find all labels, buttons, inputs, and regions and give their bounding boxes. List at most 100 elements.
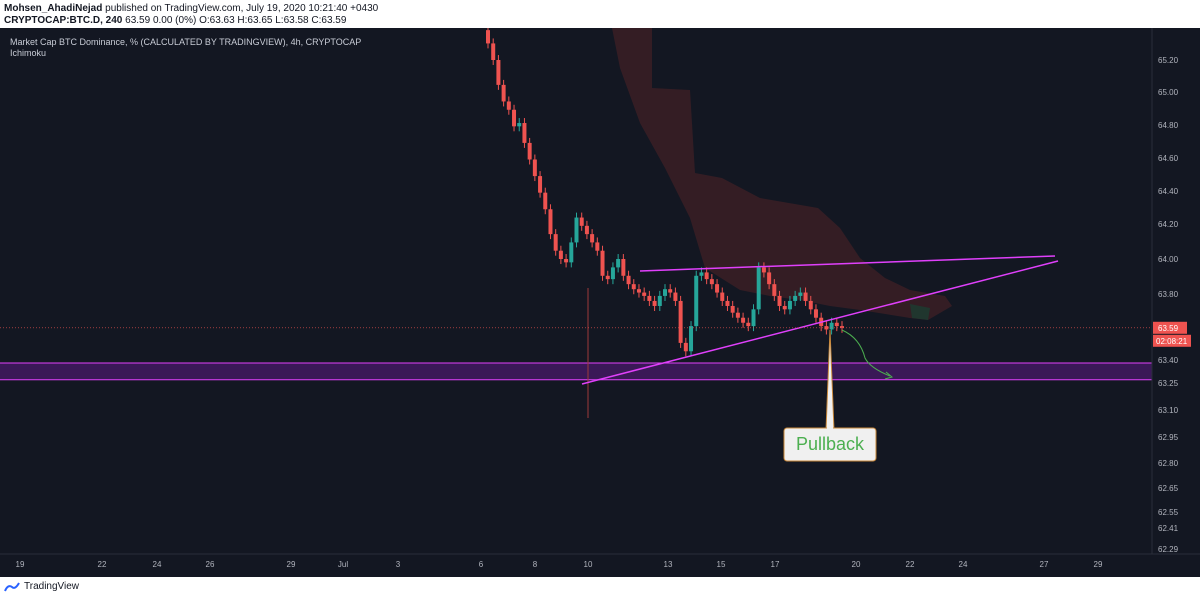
time-tick: 17 [771,560,780,569]
price-scale[interactable]: 65.20 65.00 64.80 64.60 64.40 64.20 64.00 63.80… [0,56,1191,554]
time-tick: 20 [852,560,861,569]
price-tick: 64.80 [1158,121,1179,130]
candle-body [491,43,496,60]
candle-body [532,159,537,177]
candle-body [569,242,574,263]
time-tick: 27 [1040,560,1049,569]
candle-body [631,284,636,290]
candle-body [486,30,490,44]
price-tick: 64.00 [1158,255,1179,264]
candle-body [579,217,584,226]
tradingview-brand[interactable]: TradingView [4,581,79,592]
price-tick: 62.95 [1158,433,1179,442]
time-scale[interactable]: 19 22 24 26 29 Jul 3 6 8 10 13 15 17 20 22 24 27 29 [16,560,1103,569]
time-tick: 13 [664,560,673,569]
ichimoku-cloud [612,28,952,320]
price-tick: 62.80 [1158,459,1179,468]
candle-body [517,123,522,127]
last-price-label: 63.59 [1158,324,1179,333]
candle-body [564,259,569,263]
candle-body [808,300,813,310]
time-tick: 24 [153,560,162,569]
projection-arrow [841,329,891,377]
time-tick: 15 [717,560,726,569]
candle-body [512,109,517,127]
candle-body [699,272,704,276]
price-tick: 64.40 [1158,187,1179,196]
zone-fill [0,363,1152,380]
candle-body [683,342,688,352]
brand-label: TradingView [24,581,80,592]
candle-body [538,176,543,193]
candle-body [756,267,761,310]
candle-body [689,326,694,352]
candle-body [673,292,678,301]
candle-body [652,300,657,306]
candle-body [829,322,834,330]
candle-body [496,60,501,85]
candle-body [605,275,610,280]
candle-body [824,326,829,330]
candlesticks [486,28,844,357]
time-tick: 3 [396,560,401,569]
chart-background [0,28,1200,577]
candle-body [574,217,579,243]
time-tick: 19 [16,560,25,569]
candle-body [694,275,699,327]
candle-body [548,209,553,235]
candle-body [501,84,506,102]
price-tick: 63.40 [1158,356,1179,365]
candle-body [626,275,631,285]
candle-body [751,309,756,327]
symbol-quote: CRYPTOCAP:BTC.D, 240 63.59 0.00 (0%) O:6… [4,15,346,26]
price-tick: 63.25 [1158,379,1179,388]
annotations: Pullback [783,329,894,462]
last-price-label-bg [1153,321,1187,334]
candle-body [527,142,532,160]
publish-header: Mohsen_AhadiNejad published on TradingVi… [0,0,1200,28]
symbol-label: CRYPTOCAP:BTC.D, 240 [4,15,123,26]
tradingview-logo-icon [4,581,20,591]
candle-body [642,292,647,296]
candle-body [715,284,720,293]
time-tick: 22 [906,560,915,569]
published-text: published on TradingView.com, July 19, 2… [105,3,379,14]
candle-body [782,305,787,310]
candle-body [741,317,746,323]
time-tick: 6 [479,560,484,569]
time-tick: 22 [98,560,107,569]
candle-body [720,292,725,301]
price-tick: 65.00 [1158,88,1179,97]
candle-body [610,267,615,280]
author-name[interactable]: Mohsen_AhadiNejad [4,3,103,14]
candle-body [787,300,792,310]
time-tick: 8 [533,560,538,569]
legend-indicator[interactable]: Ichimoku [10,48,46,58]
candle-body [621,259,626,276]
callout-pointer [825,329,835,431]
candle-body [657,295,662,306]
candle-body [584,225,589,235]
cloud-area [612,28,952,320]
time-tick: 24 [959,560,968,569]
candle-body [553,234,558,251]
candle-body [803,292,808,301]
cloud-green-area [910,304,930,320]
candle-body [725,300,730,306]
ohlc-quote: 63.59 0.00 (0%) O:63.63 H:63.65 L:63.58 … [125,15,347,26]
candle-body [616,259,621,268]
candle-body [647,295,652,301]
candle-body [636,289,641,293]
support-trendline [581,260,1059,385]
candle-body [813,309,818,318]
price-chart[interactable]: Pullback 65.2065.0064.8064.6064.4064.206… [0,28,1200,577]
time-tick: 29 [1094,560,1103,569]
candle-body [730,305,735,313]
legend-title: Market Cap BTC Dominance, % (CALCULATED … [10,37,361,47]
price-tick: 62.55 [1158,508,1179,517]
candle-body [793,295,798,301]
candle-body [506,101,511,110]
time-tick: Jul [338,560,348,569]
callout-text: Pullback [796,434,865,454]
candle-body [558,250,563,259]
